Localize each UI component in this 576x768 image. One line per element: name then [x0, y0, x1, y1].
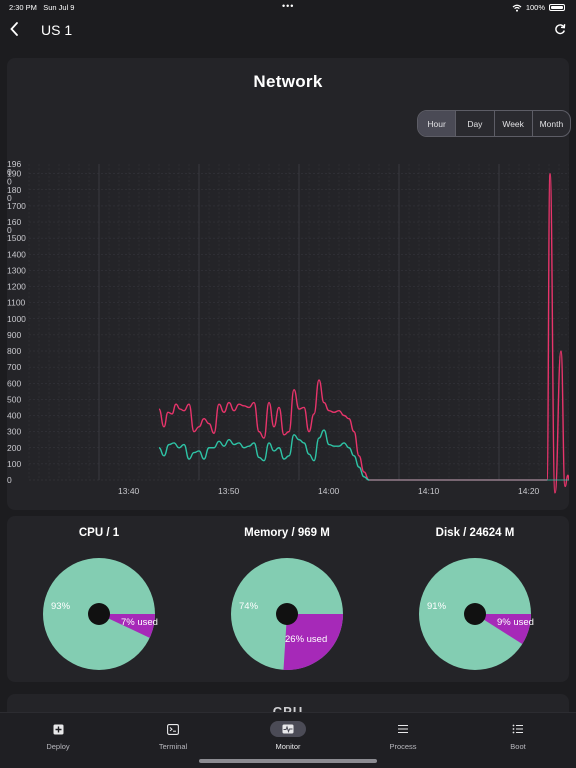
- usage-pie-charts: 93% 7% used 74% 26% used 91% 9% used: [43, 558, 534, 670]
- y-tick-label: 500: [7, 394, 21, 404]
- tab-boot-label: Boot: [510, 742, 526, 751]
- memory-pie-hole: [276, 603, 298, 625]
- tab-deploy[interactable]: Deploy: [18, 721, 98, 751]
- refresh-icon: [555, 24, 566, 35]
- chevron-left-icon: [9, 22, 18, 36]
- tab-terminal-label: Terminal: [158, 742, 188, 751]
- page-title: US 1: [41, 22, 73, 38]
- memory-used-label: 26% used: [285, 634, 327, 645]
- x-axis-labels: 13:40 13:50 14:00 14:10 14:20: [118, 486, 540, 496]
- status-time: 2:30 PM Sun Jul 9: [9, 3, 75, 12]
- y-tick-label: 200: [7, 443, 21, 453]
- cpu-used-slice: [99, 614, 155, 638]
- status-right: 100%: [512, 3, 565, 12]
- tab-deploy-label: Deploy: [46, 742, 70, 751]
- tab-terminal[interactable]: Terminal: [133, 721, 213, 751]
- y-tick-label: 1200: [7, 282, 26, 292]
- multitask-dots[interactable]: •••: [282, 1, 295, 11]
- range-month[interactable]: Month: [531, 111, 570, 136]
- disk-used-label: 9% used: [497, 617, 534, 628]
- cpu-used-label: 7% used: [121, 617, 158, 628]
- network-line-chart: 0 100 200 300 400 500 600 700 800 900 1000 1100 1200…: [7, 159, 569, 496]
- cpu-pie-hole: [88, 603, 110, 625]
- y-tick-label: 800: [7, 346, 21, 356]
- y-tick-label: 0: [7, 475, 12, 485]
- tab-monitor-label: Monitor: [275, 742, 301, 751]
- back-button[interactable]: [6, 18, 22, 40]
- cpu-free-label: 93%: [51, 601, 71, 612]
- y-tick-label: 1000: [7, 314, 26, 324]
- range-hour[interactable]: Hour: [418, 111, 456, 136]
- y-tick-label: 1400: [7, 249, 26, 259]
- disk-title: Disk / 24624 M: [435, 527, 515, 539]
- series-line-outbound-spike: [546, 172, 569, 494]
- battery-percent: 100%: [525, 3, 545, 12]
- y-tick-label: 196: [7, 159, 21, 169]
- refresh-button[interactable]: [552, 20, 568, 38]
- cpu-title: CPU / 1: [78, 527, 120, 539]
- memory-free-label: 74%: [239, 601, 259, 612]
- list-icon: [363, 721, 443, 737]
- memory-title: Memory / 969 M: [244, 527, 330, 539]
- y-tick-label: 300: [7, 427, 21, 437]
- chart-grid: [28, 164, 569, 481]
- series-line-inbound: [158, 429, 370, 481]
- disk-pie-hole: [464, 603, 486, 625]
- y-axis-labels: 0 100 200 300 400 500 600 700 800 900 1000 1100 1200…: [7, 159, 26, 485]
- y-tick-label: 160: [7, 217, 21, 227]
- disk-pie: 91% 9% used: [419, 558, 534, 670]
- y-tick-label: 0: [7, 167, 12, 177]
- terminal-icon: [133, 721, 213, 737]
- cpu-pie: 93% 7% used: [43, 558, 158, 670]
- memory-used-slice: [283, 614, 344, 670]
- memory-pie: 74% 26% used: [231, 558, 344, 670]
- x-tick-label: 14:00: [318, 486, 340, 496]
- battery-icon: [549, 4, 565, 11]
- y-tick-label: 400: [7, 411, 21, 421]
- range-week[interactable]: Week: [493, 111, 532, 136]
- y-tick-label: 100: [7, 459, 21, 469]
- x-tick-label: 13:40: [118, 486, 140, 496]
- tab-bar: Deploy Terminal Monitor Process Boot: [0, 712, 576, 768]
- usage-card: CPU / 1 Memory / 969 M Disk / 24624 M 93…: [7, 516, 569, 682]
- plus-square-icon: [18, 721, 98, 737]
- y-tick-label: 190: [7, 169, 21, 179]
- time-range-selector: Hour Day Week Month: [417, 110, 571, 137]
- tab-process[interactable]: Process: [363, 721, 443, 751]
- x-tick-label: 14:20: [518, 486, 540, 496]
- y-tick-label: 900: [7, 330, 21, 340]
- range-day[interactable]: Day: [455, 111, 493, 136]
- tab-boot[interactable]: Boot: [478, 721, 558, 751]
- y-tick-label: 1100: [7, 298, 26, 308]
- tab-process-label: Process: [389, 742, 417, 751]
- disk-used-slice: [475, 614, 531, 645]
- list-bullet-icon: [478, 721, 558, 737]
- y-tick-label: 1700: [7, 201, 26, 211]
- y-tick-label: 600: [7, 378, 21, 388]
- wifi-icon: [512, 4, 522, 12]
- network-card: Network Hour Day Week Month 0 100 200 300 40…: [7, 58, 571, 510]
- monitor-icon: [270, 721, 306, 737]
- y-tick-label: 0: [7, 177, 12, 187]
- y-tick-label: 700: [7, 362, 21, 372]
- home-indicator[interactable]: [199, 759, 377, 763]
- y-tick-label: 0: [7, 225, 12, 235]
- network-title: Network: [253, 72, 323, 91]
- y-tick-label: 180: [7, 185, 21, 195]
- y-tick-label: 1300: [7, 265, 26, 275]
- nav-bar: US 1: [0, 14, 576, 46]
- disk-free-label: 91%: [427, 601, 447, 612]
- y-tick-label: 1500: [7, 233, 26, 243]
- x-tick-label: 14:10: [418, 486, 440, 496]
- y-tick-label: 0: [7, 193, 12, 203]
- status-bar: 2:30 PM Sun Jul 9 ••• 100%: [0, 0, 576, 14]
- tab-monitor[interactable]: Monitor: [248, 721, 328, 751]
- x-tick-label: 13:50: [218, 486, 240, 496]
